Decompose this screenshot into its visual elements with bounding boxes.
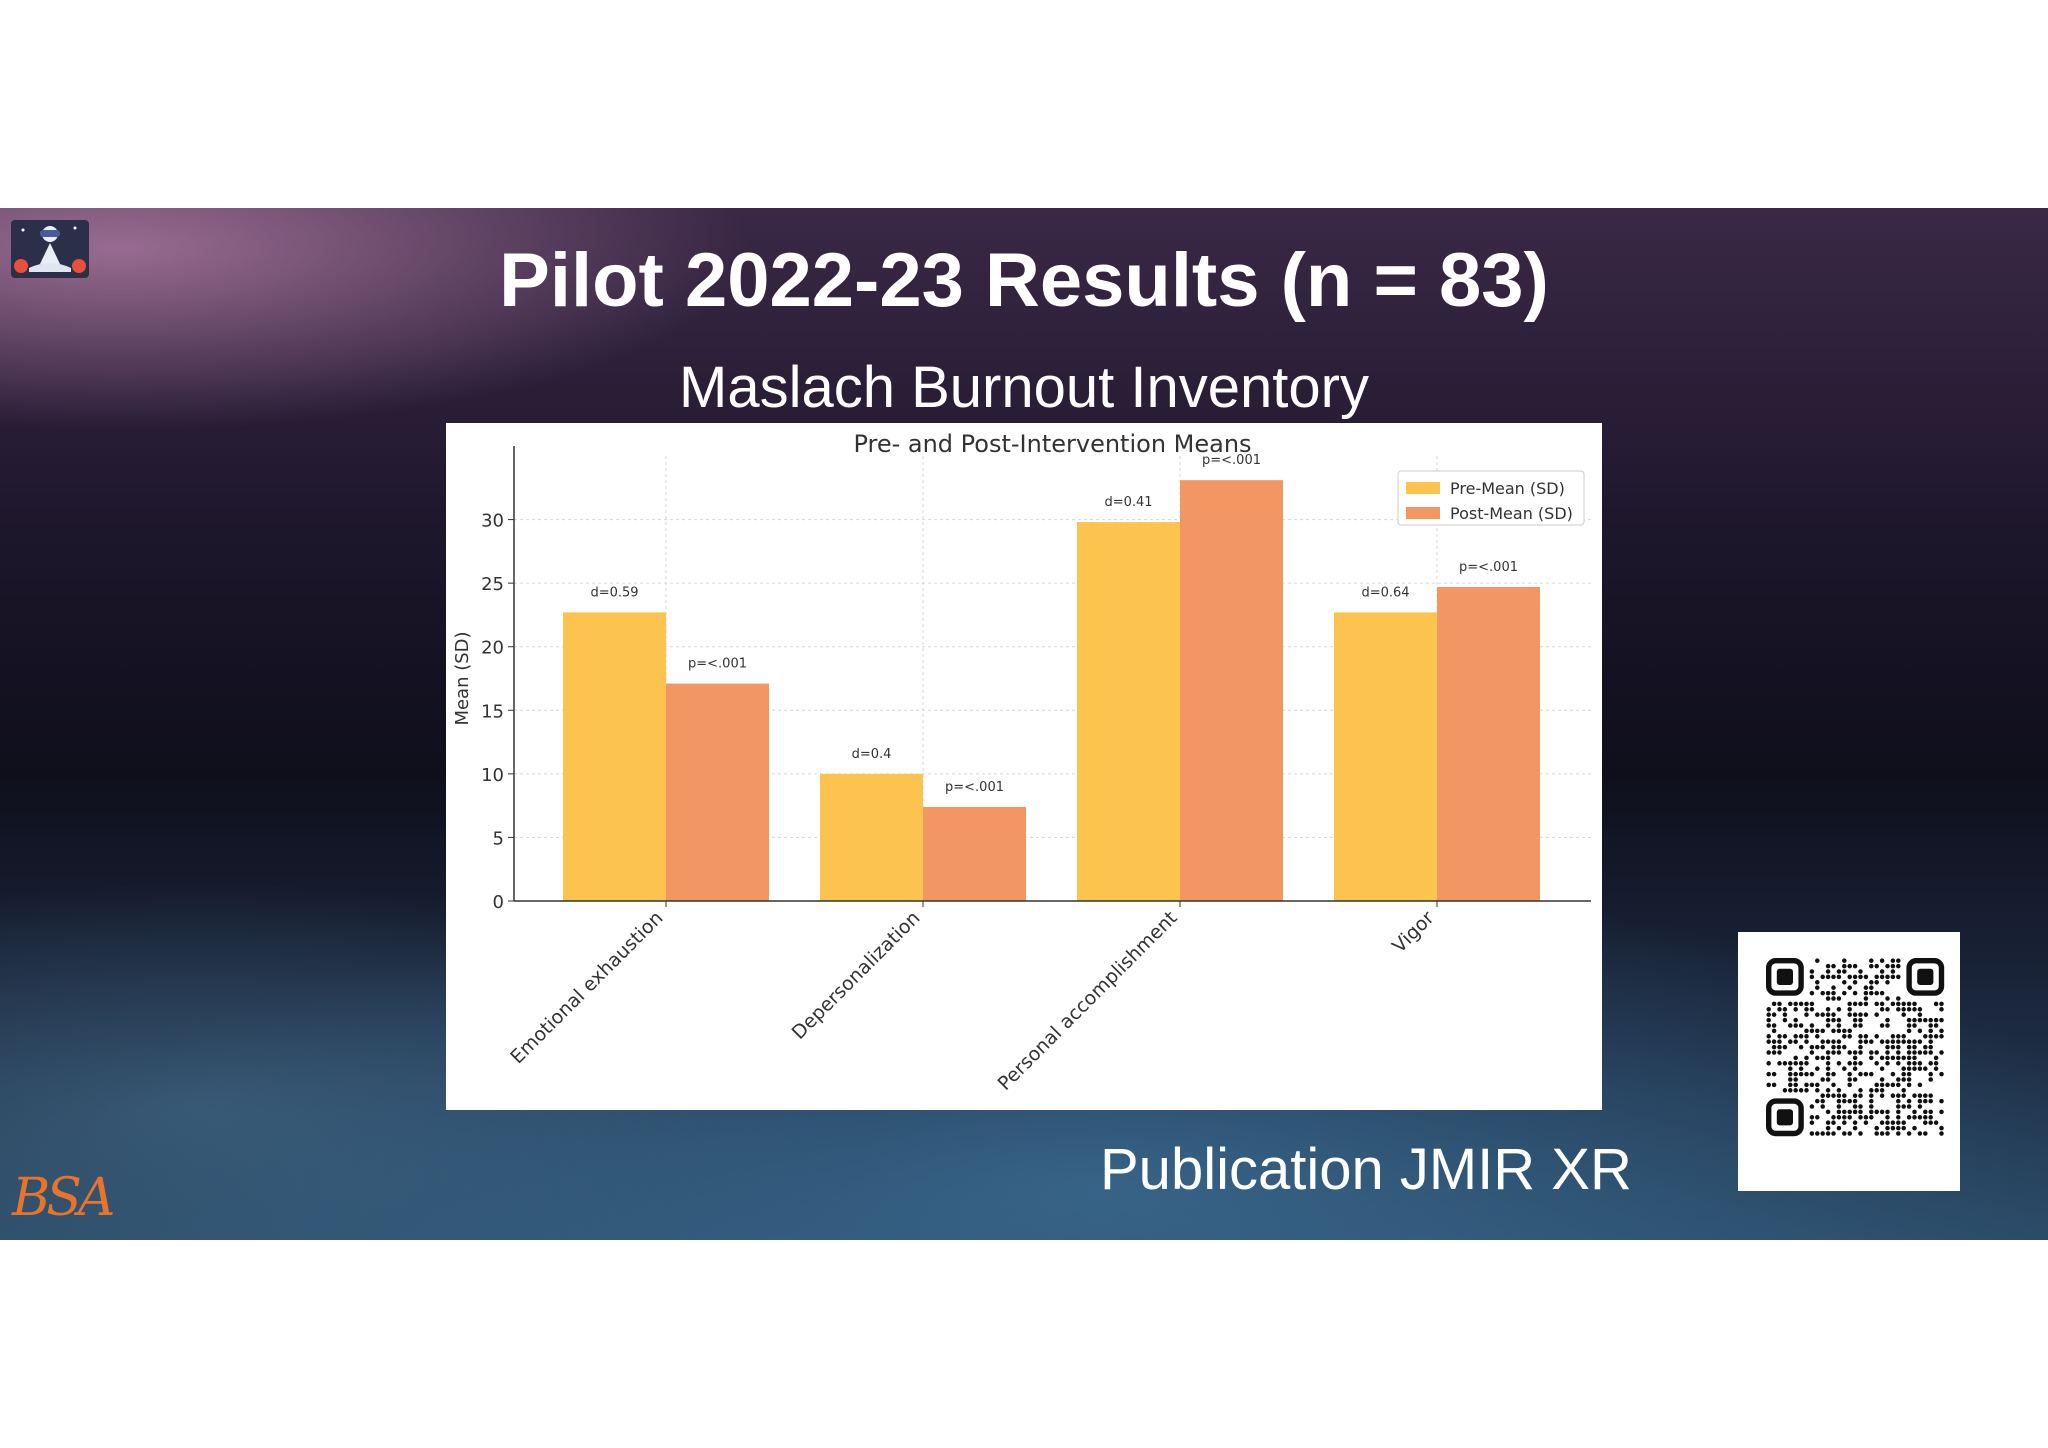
y-tick-label: 5 xyxy=(493,828,504,849)
chart-panel: Pre- and Post-Intervention Means 0 5 10 15 20… xyxy=(446,423,1602,1110)
legend-swatch xyxy=(1406,507,1440,519)
y-axis-label: Mean (SD) xyxy=(452,631,473,725)
bar-post xyxy=(666,683,769,901)
slide-subtitle: Maslach Burnout Inventory xyxy=(679,355,1369,420)
bar-pre xyxy=(563,612,666,901)
logo-badge xyxy=(11,220,89,278)
y-tick-label: 30 xyxy=(481,511,504,532)
bar-post xyxy=(923,806,1026,901)
y-tick-label: 20 xyxy=(481,638,504,659)
p-value-label: p=<.001 xyxy=(1202,453,1261,468)
p-value-label: p=<.001 xyxy=(688,657,747,672)
effect-size-label: d=0.4 xyxy=(852,747,892,762)
bar-chart: Pre- and Post-Intervention Means 0 5 10 15 20… xyxy=(452,430,1591,1095)
legend-box xyxy=(1397,470,1585,526)
y-tick-label: 25 xyxy=(481,574,504,595)
qr-code[interactable] xyxy=(1738,932,1960,1191)
meditating-vr-figure-icon xyxy=(14,226,86,273)
legend-label: Pre-Mean (SD) xyxy=(1450,479,1565,498)
effect-size-label: d=0.41 xyxy=(1104,495,1152,510)
x-tick-label: Depersonalization xyxy=(788,907,925,1044)
publication-label: Publication JMIR XR xyxy=(1100,1137,1632,1202)
effect-size-label: d=0.64 xyxy=(1361,585,1409,600)
p-value-label: p=<.001 xyxy=(1459,560,1518,575)
y-tick-label: 15 xyxy=(481,701,504,722)
slide-title: Pilot 2022-23 Results (n = 83) xyxy=(499,238,1549,323)
bar-pre xyxy=(1077,522,1180,901)
effect-size-label: d=0.59 xyxy=(590,585,638,600)
p-value-label: p=<.001 xyxy=(945,780,1004,795)
x-tick-label: Personal accomplishment xyxy=(994,907,1182,1095)
y-tick-label: 0 xyxy=(493,892,504,913)
bar-pre xyxy=(820,773,923,901)
legend-label: Post-Mean (SD) xyxy=(1450,504,1573,523)
qr-code-icon xyxy=(1766,958,1945,1137)
y-tick-label: 10 xyxy=(481,765,504,786)
x-tick-label: Vigor xyxy=(1388,907,1439,958)
slide: Pilot 2022-23 Results (n = 83) Maslach B… xyxy=(0,208,2048,1240)
bsa-logo: BSA xyxy=(12,1168,115,1228)
legend-swatch xyxy=(1406,482,1440,494)
x-tick-label: Emotional exhaustion xyxy=(506,907,667,1068)
bar-post xyxy=(1180,480,1283,901)
chart-title: Pre- and Post-Intervention Means xyxy=(853,430,1251,458)
bar-post xyxy=(1437,586,1540,901)
bar-pre xyxy=(1334,612,1437,901)
